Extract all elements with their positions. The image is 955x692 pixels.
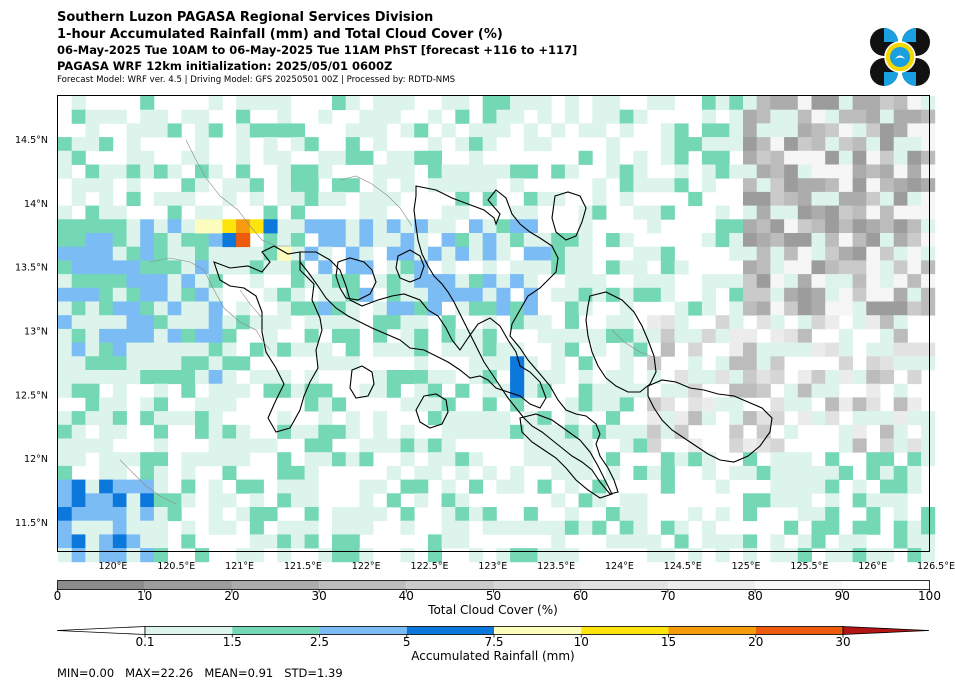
cloud-tick-label: 60	[573, 589, 588, 603]
cloud-tick-label: 80	[747, 589, 762, 603]
rain-color-segment	[145, 626, 233, 635]
model-info: Forecast Model: WRF ver. 4.5 | Driving M…	[57, 75, 456, 85]
coastline-bicol-east	[413, 185, 619, 495]
latitude-labels: 14.5°N 14°N 13.5°N 13°N 12.5°N 12°N 11.5°N	[15, 135, 48, 529]
lon-tick-label: 121.5°E	[284, 561, 322, 572]
lon-tick-label: 125.5°E	[790, 561, 828, 572]
cloud-tick-label: 70	[660, 589, 675, 603]
coastline-panay	[519, 413, 613, 499]
cloud-cover-colorbar: 0 10 20 30 40 50 60 70 80 90 100	[54, 580, 941, 603]
lat-tick-label: 13°N	[24, 327, 48, 338]
cloud-color-segment	[406, 580, 494, 590]
rain-tick-label: 0.1	[135, 635, 154, 649]
cloud-tick-label: 30	[311, 589, 326, 603]
stat-mean: MEAN=0.91	[204, 666, 274, 680]
cloud-tick-label: 10	[137, 589, 152, 603]
lon-tick-label: 120°E	[99, 561, 128, 572]
init-time: PAGASA WRF 12km initialization: 2025/05/…	[57, 59, 393, 73]
lat-tick-label: 11.5°N	[15, 518, 48, 529]
lon-tick-label: 123°E	[478, 561, 507, 572]
cloud-color-segment	[231, 580, 320, 590]
rain-tick-label: 10	[574, 635, 589, 649]
statistics: MIN=0.00 MAX=22.26 MEAN=0.91 STD=1.39	[57, 666, 343, 680]
lon-tick-label: 125°E	[732, 561, 761, 572]
stat-min: MIN=0.00	[57, 666, 115, 680]
rain-tick-label: 7.5	[484, 635, 503, 649]
cloud-tick-label: 40	[399, 589, 414, 603]
lon-tick-label: 126.5°E	[917, 561, 955, 572]
longitude-labels: 120°E 120.5°E 121°E 121.5°E 122°E 122.5°E 123°…	[99, 561, 955, 572]
lon-tick-label: 124°E	[605, 561, 634, 572]
rain-tick-label: 15	[661, 635, 676, 649]
cloud-colorbar-label: Total Cloud Cover (%)	[427, 603, 558, 617]
lon-tick-label: 122°E	[352, 561, 381, 572]
coastline-leyte	[647, 379, 773, 463]
rain-color-segment	[581, 626, 669, 635]
cloud-color-segment	[667, 580, 756, 590]
lon-tick-label: 126°E	[858, 561, 887, 572]
lon-tick-label: 123.5°E	[537, 561, 575, 572]
lat-tick-label: 12°N	[24, 454, 48, 465]
cloud-color-segment	[842, 580, 930, 590]
lat-tick-label: 13.5°N	[15, 263, 48, 274]
rain-color-segment	[232, 626, 320, 635]
lat-tick-label: 12.5°N	[15, 390, 48, 401]
rain-color-segment	[755, 626, 843, 635]
rain-color-segment	[406, 626, 494, 635]
rain-color-segment	[319, 626, 407, 635]
cloud-tick-label: 20	[224, 589, 239, 603]
coastline-quezon-bicol	[299, 251, 547, 409]
chart-title: Southern Luzon PAGASA Regional Services …	[57, 10, 434, 25]
rain-tick-label: 20	[748, 635, 763, 649]
cloud-color-segment	[493, 580, 581, 590]
coastline-mindoro	[335, 257, 377, 301]
rain-colorbar-label: Accumulated Rainfall (mm)	[411, 649, 574, 663]
cloud-tick-label: 90	[835, 589, 850, 603]
rain-tick-label: 2.5	[310, 635, 329, 649]
rain-tick-label: 1.5	[223, 635, 242, 649]
rain-color-segment	[494, 626, 582, 635]
coastline-samar	[585, 291, 657, 393]
lat-tick-label: 14°N	[24, 199, 48, 210]
coastline-catanduanes	[551, 191, 587, 241]
map-frame	[57, 95, 930, 552]
lon-tick-label: 122.5°E	[411, 561, 449, 572]
pagasa-logo-icon	[870, 28, 930, 86]
rainfall-colorbar: 0.1 1.5 2.5 5 7.5 10 15 20 30	[56, 626, 930, 649]
lon-tick-label: 121°E	[225, 561, 254, 572]
rain-under-arrow	[56, 626, 146, 635]
cloud-color-segment	[144, 580, 232, 590]
cloud-color-segment	[319, 580, 407, 590]
cloud-color-segment	[580, 580, 668, 590]
stat-max: MAX=22.26	[125, 666, 194, 680]
cloud-color-segment	[755, 580, 843, 590]
forecast-map: 120°E 120.5°E 121°E 121.5°E 122°E 122.5°E 123°…	[15, 95, 955, 572]
cloud-tick-label: 100	[918, 589, 941, 603]
rain-color-segment	[668, 626, 756, 635]
cloud-tick-label: 50	[486, 589, 501, 603]
cloud-color-segment	[57, 580, 145, 590]
coastline-masbate	[415, 393, 449, 429]
cloud-tick-label: 0	[54, 589, 62, 603]
rain-tick-label: 5	[403, 635, 411, 649]
valid-time: 06-May-2025 Tue 10AM to 06-May-2025 Tue …	[57, 43, 578, 57]
coastline-romblon	[349, 365, 375, 399]
coastlines	[213, 185, 773, 499]
forecast-grid	[58, 96, 936, 563]
lon-tick-label: 120.5°E	[157, 561, 195, 572]
rain-over-arrow	[842, 626, 930, 635]
coastline-luzon	[213, 245, 323, 433]
stat-std: STD=1.39	[284, 666, 343, 680]
rain-tick-label: 30	[835, 635, 850, 649]
chart-subtitle: 1-hour Accumulated Rainfall (mm) and Tot…	[57, 27, 503, 42]
coastline-marinduque	[395, 249, 425, 283]
lon-tick-label: 124.5°E	[664, 561, 702, 572]
province-lines	[119, 139, 657, 505]
lat-tick-label: 14.5°N	[15, 135, 48, 146]
